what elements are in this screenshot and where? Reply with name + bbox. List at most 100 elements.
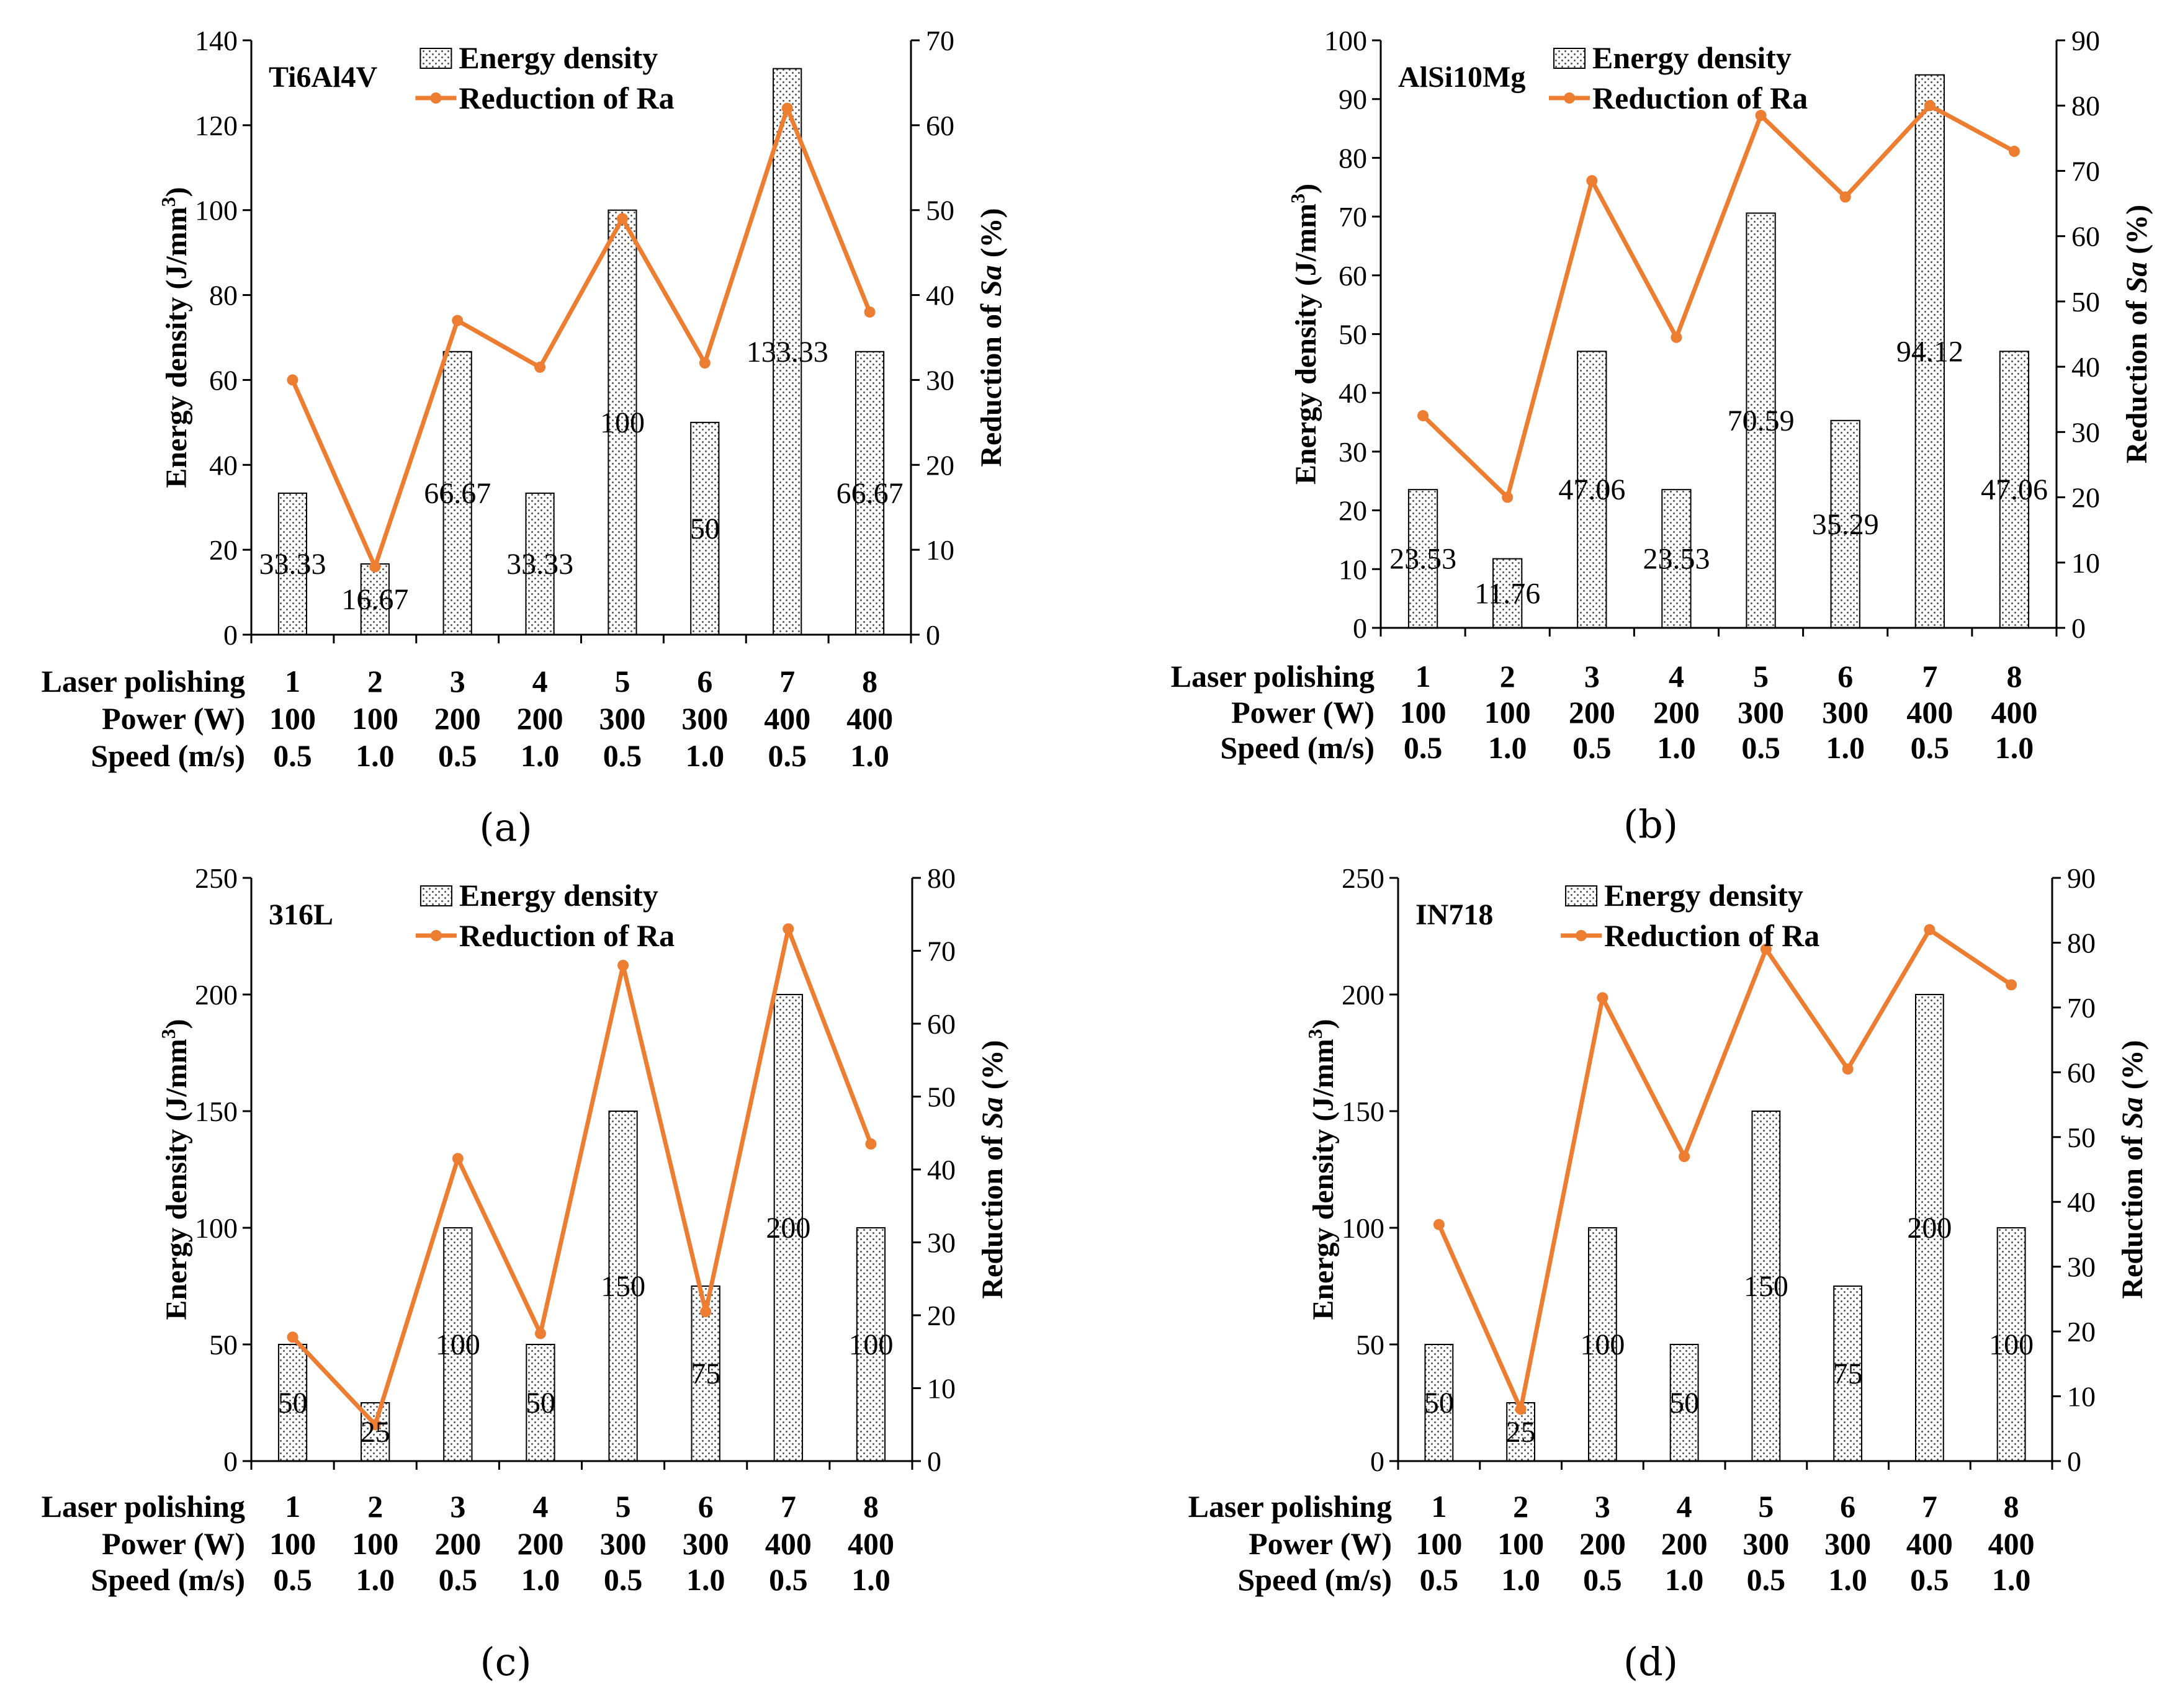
speed-value: 0.5	[438, 738, 477, 773]
legend-line-marker	[430, 92, 442, 104]
laser-polishing-value: 3	[1595, 1489, 1610, 1524]
chart-panel-2: 0 10 20 30 40 50 60 70 80 90 100 0 10 20 30 40 50 60 70 80 9…	[1171, 25, 2153, 847]
right-tick-label: 50	[926, 195, 954, 226]
bar-1	[1407, 489, 1438, 628]
left-tick-label: 70	[1339, 201, 1367, 233]
reduction-point-2	[1502, 491, 1514, 503]
power-value: 200	[1579, 1526, 1626, 1561]
reduction-point-7	[1924, 100, 1936, 112]
power-value: 300	[681, 701, 728, 736]
power-value: 300	[599, 701, 645, 736]
reduction-point-6	[1842, 1063, 1854, 1075]
right-axis-label: Reduction of Sa (%)	[975, 208, 1008, 467]
speed-value: 1.0	[356, 738, 395, 773]
right-tick-label: 30	[2071, 416, 2100, 448]
bar-5	[608, 1111, 638, 1462]
panel-caption: (c)	[480, 1639, 531, 1684]
speed-value: 1.0	[1665, 1562, 1704, 1597]
bar-data-label: 150	[601, 1270, 645, 1303]
chart-title: Ti6Al4V	[269, 61, 377, 94]
reduction-point-6	[699, 357, 711, 369]
right-tick-label: 20	[927, 1300, 956, 1331]
left-axis-label-sup: 3	[157, 197, 179, 207]
bar-data-label: 35.29	[1812, 508, 1879, 541]
left-tick-label: 50	[209, 1329, 238, 1361]
right-tick-label: 20	[926, 449, 954, 481]
reduction-point-2	[369, 1419, 381, 1431]
bar-7	[1914, 994, 1944, 1462]
right-tick-label: 30	[2067, 1251, 2096, 1283]
right-tick-label: 80	[2067, 927, 2096, 959]
speed-value: 0.5	[604, 1562, 643, 1597]
right-tick-label: 70	[926, 25, 954, 56]
speed-value: 1.0	[1826, 730, 1865, 765]
laser-polishing-value: 8	[862, 664, 877, 699]
right-axis-label-pre: Reduction of	[2116, 1129, 2149, 1299]
power-value: 100	[1497, 1526, 1544, 1561]
power-value: 400	[1988, 1526, 2035, 1561]
reduction-point-5	[1755, 110, 1767, 122]
left-axis-label-sup: 3	[157, 1029, 179, 1039]
bar-5	[1746, 212, 1776, 628]
left-tick-label: 20	[1339, 495, 1367, 527]
bar-data-label: 25	[361, 1416, 390, 1449]
bar-data-label: 33.33	[259, 548, 326, 581]
row-label-power: Power (W)	[102, 701, 245, 736]
left-tick-label: 250	[195, 862, 238, 894]
bar-5	[1751, 1111, 1781, 1462]
speed-value: 1.0	[1995, 730, 2034, 765]
laser-polishing-value: 4	[532, 664, 548, 699]
power-value: 300	[1738, 695, 1784, 730]
laser-polishing-value: 6	[698, 1489, 714, 1524]
power-value: 200	[434, 1526, 481, 1561]
left-tick-label: 90	[1339, 84, 1367, 115]
laser-polishing-value: 7	[781, 1489, 796, 1524]
power-value: 400	[764, 701, 810, 736]
laser-polishing-value: 7	[1922, 659, 1937, 694]
right-tick-label: 80	[927, 862, 956, 894]
right-tick-label: 50	[2071, 286, 2100, 318]
power-value: 100	[269, 1526, 316, 1561]
laser-polishing-value: 1	[285, 1489, 300, 1524]
left-tick-label: 10	[1339, 553, 1367, 585]
right-axis-label-post: (%)	[976, 1040, 1009, 1097]
left-tick-label: 100	[195, 1212, 238, 1244]
bar-4	[525, 492, 555, 635]
right-axis-label-italic: Sa	[2120, 262, 2153, 293]
speed-value: 1.0	[1992, 1562, 2031, 1597]
right-tick-label: 90	[2067, 862, 2096, 894]
left-tick-label: 120	[195, 110, 238, 141]
legend-line-marker	[430, 930, 442, 941]
right-tick-label: 60	[927, 1008, 956, 1040]
bar-data-label: 50	[278, 1387, 308, 1420]
legend-line-label: Reduction of Ra	[459, 81, 674, 115]
chart-title: AlSi10Mg	[1398, 61, 1525, 94]
bar-1	[1424, 1344, 1454, 1462]
right-tick-label: 60	[926, 110, 954, 141]
bar-3	[443, 1227, 473, 1462]
power-value: 300	[683, 1526, 729, 1561]
right-axis-label: Reduction of Sa (%)	[2120, 205, 2153, 463]
laser-polishing-value: 4	[532, 1489, 548, 1524]
speed-value: 1.0	[1488, 730, 1527, 765]
right-tick-label: 90	[2071, 25, 2100, 56]
left-axis-label-sup: 3	[1304, 1029, 1326, 1039]
speed-value: 1.0	[851, 1562, 890, 1597]
reduction-line	[290, 105, 872, 570]
left-axis-label-main: Energy density (J/mm	[160, 207, 193, 488]
speed-value: 0.5	[1911, 730, 1950, 765]
left-axis-label-close: )	[160, 187, 193, 197]
right-axis-label-italic: Sa	[2116, 1097, 2149, 1129]
bar-6	[1830, 419, 1860, 628]
left-axis-label-close: )	[1307, 1019, 1340, 1029]
right-axis-label-pre: Reduction of	[2120, 293, 2153, 464]
left-axis-label: Energy density (J/mm3)	[157, 187, 193, 488]
reduction-point-3	[1597, 992, 1608, 1004]
laser-polishing-value: 3	[450, 664, 465, 699]
laser-polishing-value: 6	[1840, 1489, 1855, 1524]
laser-polishing-value: 6	[697, 664, 712, 699]
power-value: 200	[434, 701, 481, 736]
bar-data-label: 66.67	[837, 477, 904, 510]
left-axis-label-close: )	[1290, 184, 1322, 194]
bar-7	[773, 994, 803, 1462]
